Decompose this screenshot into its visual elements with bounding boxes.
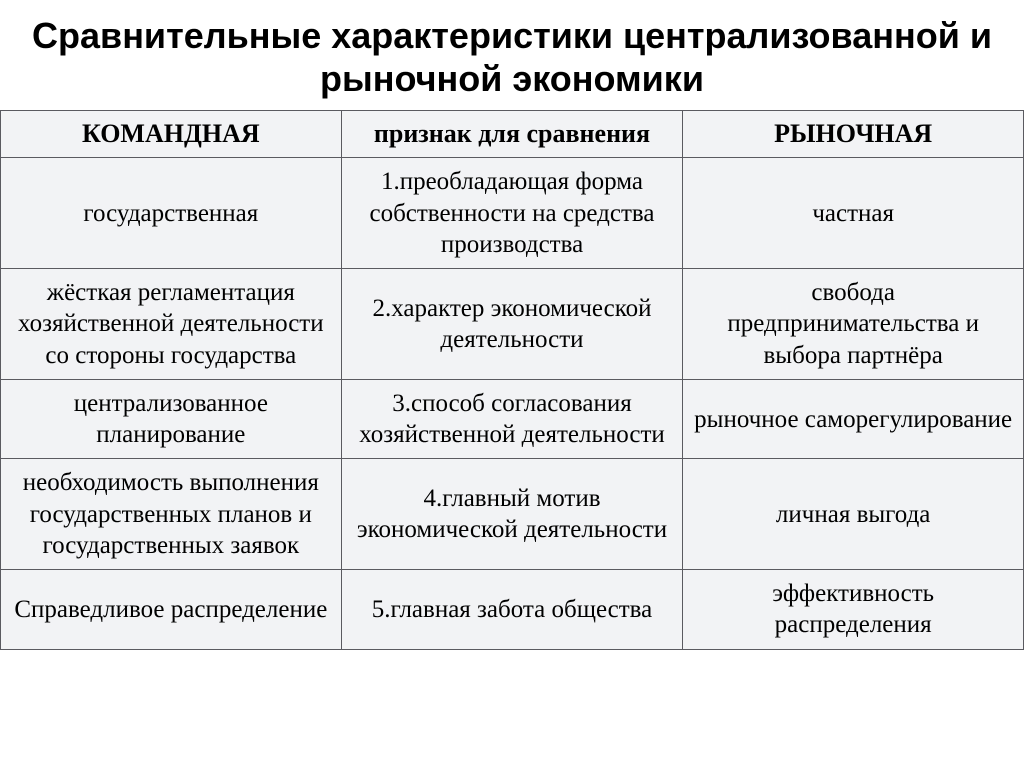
cell-criterion: 4.главный мотив экономической деятельнос… — [341, 459, 683, 570]
cell-command: необходимость выполнения государственных… — [1, 459, 342, 570]
table-row: необходимость выполнения государственных… — [1, 459, 1024, 570]
page-title: Сравнительные характеристики централизов… — [0, 0, 1024, 110]
table-header-row: КОМАНДНАЯ признак для сравнения РЫНОЧНАЯ — [1, 111, 1024, 158]
table-row: Справедливое распределение 5.главная заб… — [1, 570, 1024, 650]
cell-criterion: 1.преобладающая форма собственности на с… — [341, 158, 683, 269]
cell-market: личная выгода — [683, 459, 1024, 570]
table-row: централизованное планирование 3.способ с… — [1, 379, 1024, 459]
cell-command: жёсткая регламентация хозяйственной деят… — [1, 269, 342, 380]
cell-market: частная — [683, 158, 1024, 269]
header-market: РЫНОЧНАЯ — [683, 111, 1024, 158]
cell-criterion: 2.характер экономической деятельности — [341, 269, 683, 380]
cell-criterion: 5.главная забота общества — [341, 570, 683, 650]
cell-market: свобода предпринимательства и выбора пар… — [683, 269, 1024, 380]
header-criterion: признак для сравнения — [341, 111, 683, 158]
cell-criterion: 3.способ согласования хозяйственной деят… — [341, 379, 683, 459]
cell-market: рыночное саморегулирование — [683, 379, 1024, 459]
cell-command: централизованное планирование — [1, 379, 342, 459]
table-body: государственная 1.преобладающая форма со… — [1, 158, 1024, 649]
comparison-table: КОМАНДНАЯ признак для сравнения РЫНОЧНАЯ… — [0, 110, 1024, 649]
cell-command: Справедливое распределение — [1, 570, 342, 650]
header-command: КОМАНДНАЯ — [1, 111, 342, 158]
table-row: государственная 1.преобладающая форма со… — [1, 158, 1024, 269]
table-row: жёсткая регламентация хозяйственной деят… — [1, 269, 1024, 380]
cell-market: эффективность распределения — [683, 570, 1024, 650]
cell-command: государственная — [1, 158, 342, 269]
